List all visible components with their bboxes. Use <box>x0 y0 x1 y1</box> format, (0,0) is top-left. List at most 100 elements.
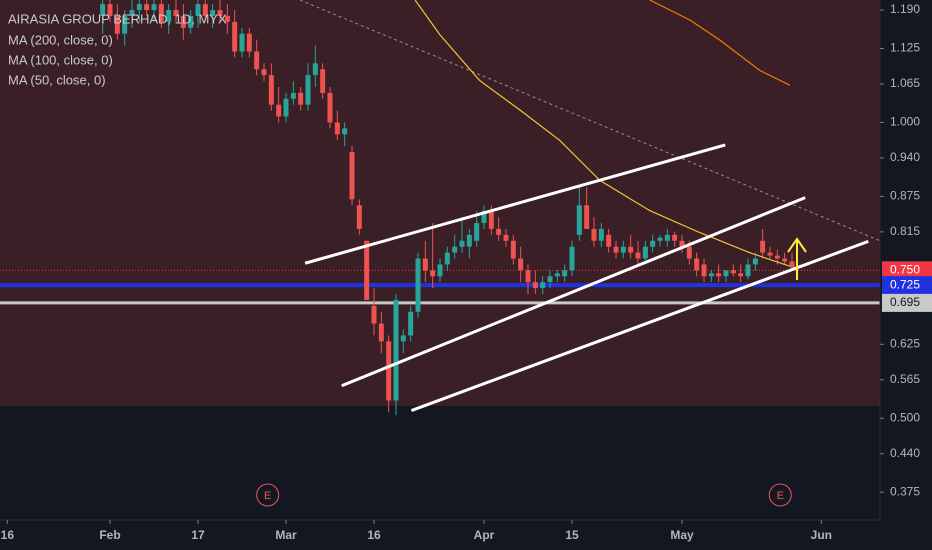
candle-body <box>628 246 634 253</box>
candle-body <box>518 258 524 271</box>
price-label-box <box>882 293 932 312</box>
candle-body <box>481 211 487 224</box>
moving-average-line <box>414 0 790 267</box>
y-tick-label: 0.565 <box>890 372 920 386</box>
candle-body <box>166 10 172 22</box>
candle-body <box>356 205 362 229</box>
candle-body <box>532 282 538 289</box>
candle-body <box>767 252 773 256</box>
candle-body <box>430 270 436 277</box>
candle-body <box>745 264 751 277</box>
candle-body <box>444 252 450 265</box>
candle-body <box>503 234 509 241</box>
trend-line <box>410 239 869 412</box>
candle-body <box>364 240 370 300</box>
candle-body <box>701 264 707 277</box>
x-tick-label: Feb <box>99 528 120 542</box>
candle-body <box>320 69 326 93</box>
candle-body <box>569 246 575 271</box>
candle-body <box>437 264 443 277</box>
candle-body <box>254 51 260 70</box>
candle-body <box>232 21 238 52</box>
candle-body <box>151 4 157 11</box>
candle-body <box>466 234 472 247</box>
candle-body <box>107 4 113 16</box>
candle-body <box>576 205 582 235</box>
legend-entry: MA (50, close, 0) <box>8 72 106 87</box>
candle-body <box>393 299 399 401</box>
candle-body <box>100 4 106 16</box>
x-tick-label: 16 <box>367 528 381 542</box>
legend-entry: MA (100, close, 0) <box>8 52 113 67</box>
candle-body <box>723 270 729 277</box>
price-label: 0.695 <box>890 295 920 309</box>
y-tick-label: 1.190 <box>890 2 920 16</box>
candle-body <box>452 246 458 253</box>
candle-body <box>195 4 201 16</box>
y-tick-label: 0.440 <box>890 446 920 460</box>
candle-body <box>679 240 685 247</box>
candle-body <box>408 311 414 336</box>
candle-body <box>136 4 142 11</box>
candle-body <box>591 228 597 241</box>
candle-body <box>554 273 560 277</box>
candle-body <box>246 33 252 52</box>
plot-area <box>0 0 881 416</box>
arrow-head <box>787 237 807 253</box>
candle-body <box>774 255 780 259</box>
price-label-box <box>882 261 932 280</box>
candle-body <box>217 10 223 16</box>
candle-body <box>488 211 494 229</box>
candle-body <box>239 33 245 52</box>
y-tick-label: 1.125 <box>890 41 920 55</box>
event-label: E <box>264 490 271 502</box>
candle-body <box>620 246 626 253</box>
x-tick-label: 16 <box>1 528 15 542</box>
candle-body <box>642 246 648 259</box>
event-marker <box>256 483 280 507</box>
candle-body <box>298 92 304 105</box>
candle-body <box>202 4 208 16</box>
candle-body <box>562 270 568 277</box>
candle-body <box>114 15 120 34</box>
candle-body <box>540 282 546 289</box>
y-tick-label: 0.500 <box>890 410 920 424</box>
x-tick-label: Apr <box>474 528 495 542</box>
candle-body <box>606 234 612 247</box>
candle-body <box>129 10 135 16</box>
candle-body <box>738 273 744 277</box>
x-tick-label: May <box>670 528 694 542</box>
legend: AIRASIA GROUP BERHAD, 1D, MYX MA (200, c… <box>8 11 227 87</box>
candle-body <box>349 152 355 200</box>
candle-body <box>305 75 311 105</box>
candle-body <box>378 323 384 342</box>
candle-body <box>261 69 267 76</box>
candle-body <box>224 15 230 22</box>
candle-body <box>415 258 421 312</box>
moving-average-line <box>649 0 791 86</box>
candle-body <box>496 228 502 235</box>
candle-body <box>598 228 604 241</box>
candle-body <box>525 270 531 283</box>
candle-body <box>283 98 289 117</box>
candle-body <box>158 4 164 22</box>
event-marker <box>768 483 792 507</box>
candle-body <box>752 258 758 265</box>
candle-body <box>716 273 722 277</box>
candle-body <box>708 273 714 277</box>
candle-body <box>459 240 465 247</box>
candle-body <box>268 75 274 105</box>
x-tick-label: 15 <box>565 528 579 542</box>
y-tick-label: 0.625 <box>890 336 920 350</box>
candle-body <box>122 15 128 34</box>
candle-body <box>789 261 795 268</box>
x-tick-label: Jun <box>811 528 832 542</box>
price-label: 0.725 <box>890 277 920 291</box>
trend-line <box>341 196 806 388</box>
y-tick-label: 0.815 <box>890 224 920 238</box>
candle-body <box>782 258 788 262</box>
event-label: E <box>777 490 784 502</box>
candle-body <box>730 270 736 274</box>
candle-body <box>312 63 318 76</box>
candle-body <box>371 305 377 324</box>
